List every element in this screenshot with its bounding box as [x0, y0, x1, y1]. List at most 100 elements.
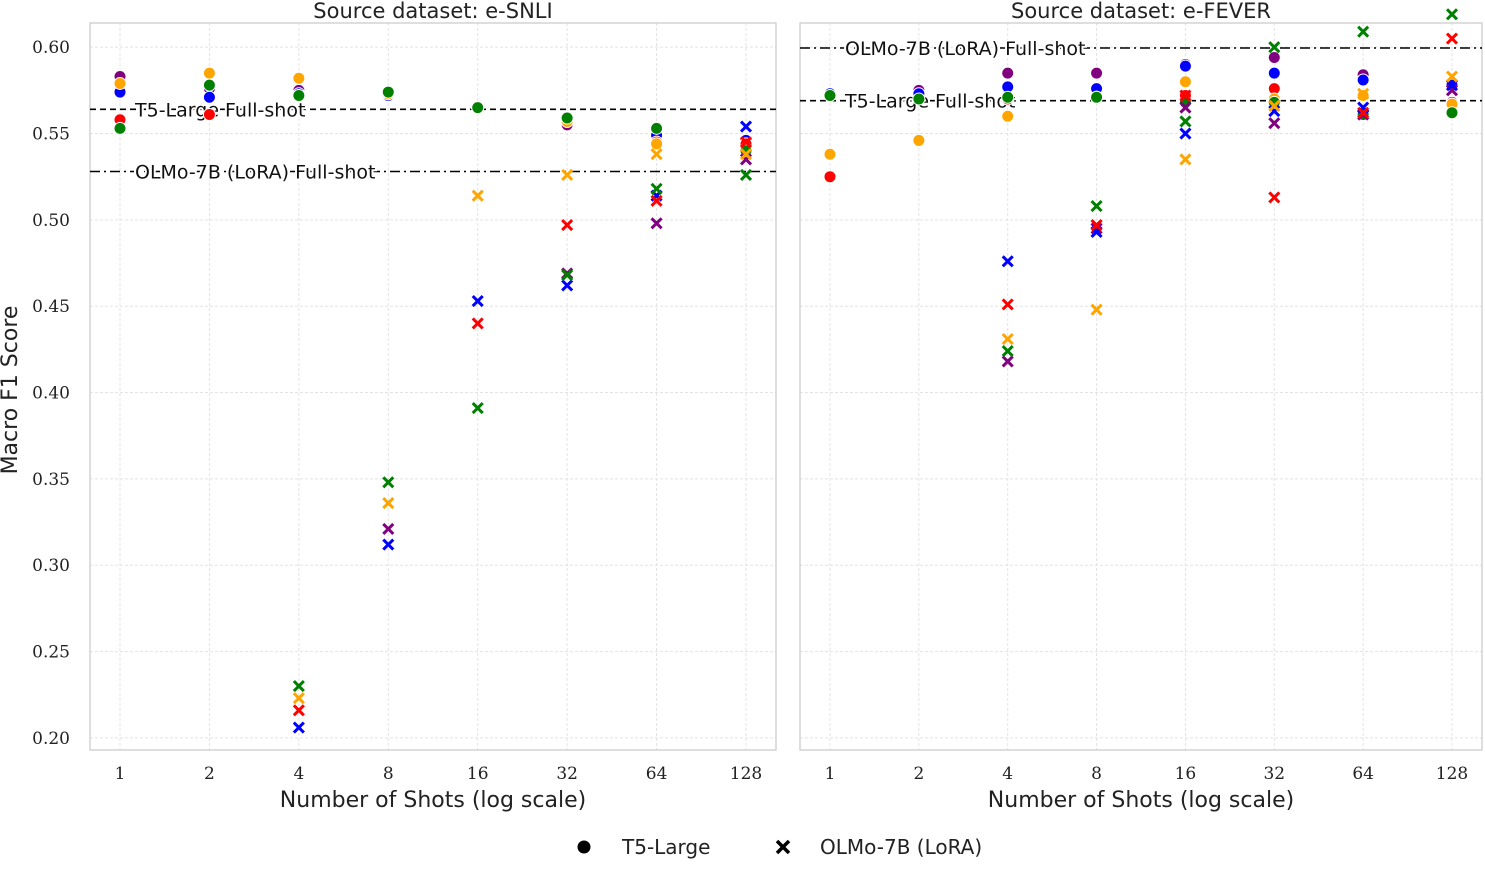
x-tick-label: 128: [1436, 764, 1468, 784]
olmo-point-red: [1357, 106, 1370, 119]
panel-title: Source dataset: e-SNLI: [313, 0, 552, 23]
olmo-point-blue: [1179, 127, 1192, 140]
panel-e-snli: Source dataset: e-SNLI 1 2 4 8 16 32 64 128 Numbe…: [32, 0, 777, 813]
t5-point-green: [1001, 90, 1015, 104]
t5-point-green: [381, 85, 395, 99]
y-tick-label: 0.45: [32, 297, 70, 317]
x-stroke: [1268, 191, 1281, 204]
y-tick-label: 0.20: [32, 729, 70, 749]
x-stroke: [292, 704, 305, 717]
olmo-point-green: [1179, 115, 1192, 128]
olmo-point-orange: [1357, 87, 1370, 100]
x-tick-label: 4: [1002, 764, 1013, 784]
x-stroke: [650, 217, 663, 230]
t5-point-green: [560, 111, 574, 125]
t5-point-blue: [1267, 66, 1281, 80]
olmo-point-purple: [1179, 101, 1192, 114]
x-stroke: [739, 168, 753, 182]
x-stroke: [650, 194, 663, 207]
x-tick-label: 128: [730, 764, 762, 784]
x-stroke: [650, 148, 663, 161]
olmo-point-orange: [1445, 70, 1459, 83]
x-stroke: [561, 279, 574, 292]
reference-line-label: OLMo-7B (LoRA) Full-shot: [135, 162, 375, 184]
x-tick-label: 1: [115, 764, 126, 784]
olmo-point-green: [382, 476, 395, 489]
t5-point-green: [113, 121, 127, 135]
olmo-point-red: [561, 218, 574, 232]
t5-point-green: [650, 121, 664, 135]
t5-point-purple: [1090, 66, 1104, 80]
t5-point-orange: [1178, 75, 1192, 89]
x-stroke: [1268, 99, 1281, 112]
x-tick-label: 4: [293, 764, 304, 784]
t5-point-orange: [823, 147, 837, 161]
olmo-point-red: [739, 136, 753, 149]
panel-title: Source dataset: e-FEVER: [1011, 0, 1271, 23]
x-stroke: [292, 721, 305, 734]
t5-point-blue: [1356, 73, 1370, 87]
x-stroke: [1090, 303, 1103, 316]
x-tick-label: 8: [1091, 764, 1102, 784]
x-stroke: [1179, 101, 1192, 114]
x-stroke: [1179, 89, 1192, 102]
x-stroke: [471, 317, 484, 330]
olmo-point-purple: [382, 522, 395, 536]
olmo-point-red: [1179, 89, 1192, 102]
y-tick-label: 0.30: [32, 556, 70, 576]
olmo-point-orange: [1090, 303, 1103, 316]
legend-label-olmo: OLMo-7B (LoRA): [820, 835, 982, 859]
reference-line-label: T5-Large Full-shot: [134, 99, 305, 121]
y-tick-label: 0.55: [32, 125, 70, 145]
x-stroke: [471, 189, 484, 202]
plot-frame: [89, 22, 777, 751]
olmo-point-purple: [1268, 117, 1281, 130]
x-tick-label: 8: [383, 764, 394, 784]
olmo-point-orange: [739, 148, 753, 161]
plot-frame: [799, 22, 1483, 751]
t5-point-green: [1090, 90, 1104, 104]
x-stroke: [739, 120, 753, 133]
olmo-point-purple: [1001, 355, 1014, 368]
x-stroke: [1357, 87, 1370, 100]
olmo-point-green: [650, 182, 663, 195]
panel-e-fever: Source dataset: e-FEVER 1 2 4 8 16 32 64 128 Numb…: [799, 0, 1483, 813]
x-stroke: [1001, 255, 1014, 268]
t5-point-orange: [1001, 109, 1015, 123]
x-stroke: [1179, 115, 1192, 128]
x-stroke: [1357, 106, 1370, 119]
x-tick-label: 32: [556, 764, 578, 784]
olmo-point-orange: [650, 148, 663, 161]
olmo-point-red: [1090, 218, 1103, 232]
olmo-point-blue: [1001, 255, 1014, 268]
t5-point-green: [1445, 106, 1459, 120]
olmo-point-green: [739, 168, 753, 182]
x-stroke: [650, 182, 663, 195]
x-stroke: [382, 538, 395, 551]
olmo-point-orange: [382, 497, 395, 510]
t5-point-red: [202, 108, 216, 122]
x-stroke: [1001, 355, 1014, 368]
x-stroke: [471, 294, 484, 308]
olmo-point-blue: [561, 279, 574, 292]
x-tick-label: 64: [646, 764, 668, 784]
t5-point-blue: [1178, 59, 1192, 73]
x-stroke: [471, 402, 484, 415]
t5-point-blue: [202, 90, 216, 104]
reference-line-label: OLMo-7B (LoRA) Full-shot: [845, 38, 1085, 60]
t5-point-orange: [912, 133, 926, 147]
x-stroke: [292, 692, 305, 705]
t5-point-green: [739, 144, 753, 158]
t5-point-green: [823, 89, 837, 103]
olmo-point-orange: [561, 168, 574, 182]
t5-point-green: [471, 101, 485, 115]
x-axis-title: Number of Shots (log scale): [988, 788, 1294, 813]
t5-point-orange: [292, 71, 306, 85]
olmo-point-red: [1445, 32, 1459, 45]
x-stroke: [1090, 218, 1103, 232]
x-stroke: [1001, 332, 1014, 346]
olmo-point-orange: [1268, 99, 1281, 112]
olmo-point-green: [1357, 25, 1370, 38]
legend: T5-Large OLMo-7B (LoRA): [577, 835, 982, 859]
